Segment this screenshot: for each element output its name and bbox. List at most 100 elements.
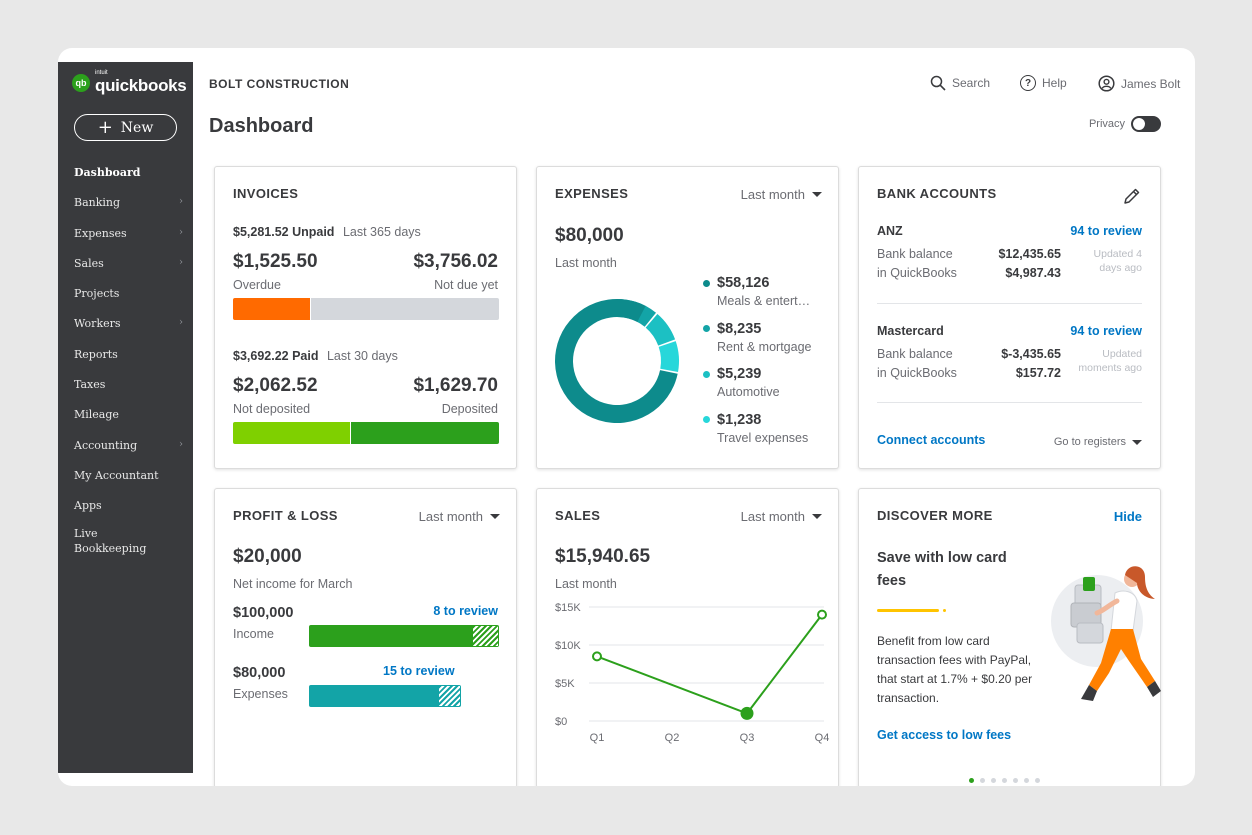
pencil-icon[interactable] [1122, 186, 1142, 206]
x-tick-label: Q4 [815, 732, 830, 744]
overdue-label: Overdue [233, 278, 281, 292]
sidebar-item-live-bookkeeping[interactable]: Live Bookkeeping [58, 526, 193, 562]
sidebar-item-label: Mileage [74, 408, 119, 422]
income-review-link[interactable]: 8 to review [433, 604, 498, 618]
carousel-dots[interactable] [969, 778, 1040, 783]
sales-data-point[interactable] [817, 609, 827, 620]
expense-legend-item[interactable]: $1,238 Travel expenses [703, 412, 808, 445]
user-menu[interactable]: James Bolt [1098, 75, 1180, 92]
paid-bar[interactable] [233, 422, 499, 444]
account-name: Mastercard [877, 324, 944, 338]
not-deposited-segment[interactable] [233, 422, 351, 444]
go-to-registers-dropdown[interactable]: Go to registers [1054, 436, 1142, 448]
expense-category: Travel expenses [717, 430, 809, 445]
help-label: Help [1042, 76, 1067, 90]
expense-amount: $58,126 [717, 275, 770, 291]
income-label: Income [233, 627, 274, 641]
expense-amount: $8,235 [717, 320, 762, 337]
income-bar[interactable] [309, 625, 499, 647]
expenses-review-link[interactable]: 15 to review [383, 664, 455, 678]
net-income-label: Net income for March [233, 577, 353, 591]
income-unreviewed-segment[interactable] [472, 625, 499, 647]
profit-loss-period-dropdown[interactable]: Last month [419, 509, 500, 524]
new-button[interactable]: + New [74, 114, 177, 141]
sidebar-item-my-accountant[interactable]: My Accountant [58, 465, 193, 495]
expense-legend-item[interactable]: $58,126 Meals & entert… [703, 275, 810, 308]
y-tick-label: $5K [555, 678, 575, 690]
bank-balance-label: Bank balance [877, 247, 953, 261]
unpaid-bar[interactable] [233, 298, 499, 320]
quickbooks-logo[interactable]: qb intuit quickbooks [72, 70, 187, 96]
chevron-down-icon [490, 514, 500, 519]
sales-data-point[interactable] [592, 651, 602, 662]
expenses-period-dropdown[interactable]: Last month [741, 187, 822, 202]
carousel-dot[interactable] [980, 778, 985, 783]
hide-link[interactable]: Hide [1113, 509, 1142, 524]
sales-data-point[interactable] [740, 706, 754, 720]
sidebar-item-apps[interactable]: Apps [58, 495, 193, 525]
y-tick-label: $10K [555, 640, 581, 652]
sidebar-item-sales[interactable]: Sales › [58, 253, 193, 283]
review-link[interactable]: 94 to review [1070, 224, 1142, 238]
expense-legend-item[interactable]: $8,235 Rent & mortgage [703, 321, 812, 354]
sidebar-item-label: Projects [74, 287, 120, 301]
qb-balance-value: $157.72 [1015, 366, 1061, 380]
chevron-down-icon [812, 192, 822, 197]
sidebar-item-label: Sales [74, 256, 104, 270]
help-button[interactable]: ? Help [1020, 75, 1067, 91]
income-reviewed-segment[interactable] [309, 625, 473, 647]
sales-line-chart[interactable]: $0 $5K $10K $15K Q1 Q2 Q3 Q4 [537, 599, 840, 759]
carousel-dot[interactable] [1024, 778, 1029, 783]
sidebar-item-projects[interactable]: Projects [58, 283, 193, 313]
qb-balance-label: in QuickBooks [877, 266, 957, 280]
sidebar-item-expenses[interactable]: Expenses › [58, 223, 193, 253]
app-window: qb intuit quickbooks + New Dashboard Bank… [58, 48, 1195, 786]
review-link[interactable]: 94 to review [1070, 324, 1142, 338]
pl-expenses-bar[interactable] [309, 685, 461, 707]
travel-segment[interactable] [658, 341, 679, 372]
page-title: Dashboard [209, 115, 314, 137]
pl-expenses-label: Expenses [233, 687, 288, 701]
sidebar-item-reports[interactable]: Reports [58, 344, 193, 374]
expense-legend-item[interactable]: $5,239 Automotive [703, 366, 780, 399]
not-due-segment[interactable] [310, 298, 499, 320]
account-name: ANZ [877, 224, 903, 238]
expenses-donut-chart[interactable] [553, 297, 681, 425]
sidebar-item-workers[interactable]: Workers › [58, 313, 193, 343]
sidebar-item-banking[interactable]: Banking › [58, 192, 193, 222]
expenses-reviewed-segment[interactable] [309, 685, 439, 707]
sidebar-item-taxes[interactable]: Taxes [58, 374, 193, 404]
privacy-label: Privacy [1088, 118, 1125, 130]
carousel-dot[interactable] [991, 778, 996, 783]
updated-text: Updated moments ago [1078, 348, 1142, 374]
privacy-toggle[interactable] [1131, 116, 1161, 132]
deposited-segment[interactable] [350, 422, 499, 444]
get-access-link[interactable]: Get access to low fees [877, 728, 1012, 742]
chevron-right-icon: › [179, 438, 183, 450]
bank-accounts-card: BANK ACCOUNTS ANZ 94 to review Bank balanc… [858, 166, 1161, 469]
sidebar-item-label: Banking [74, 196, 121, 210]
sidebar-item-accounting[interactable]: Accounting › [58, 435, 193, 465]
search-button[interactable]: Search [930, 75, 990, 91]
overdue-segment[interactable] [233, 298, 311, 320]
invoices-paid-amount: $3,692.22 Paid [233, 349, 319, 363]
sales-period-dropdown[interactable]: Last month [741, 509, 822, 524]
discover-more-card: DISCOVER MORE Hide Save with low card fe… [858, 488, 1161, 786]
carousel-dot[interactable] [1035, 778, 1040, 783]
expenses-unreviewed-segment[interactable] [438, 685, 461, 707]
legend-dot-icon [703, 279, 710, 287]
automotive-segment[interactable] [645, 313, 676, 346]
sidebar-item-label: Taxes [74, 378, 106, 392]
carousel-dot[interactable] [1013, 778, 1018, 783]
privacy-control: Privacy [1089, 116, 1161, 132]
chevron-right-icon: › [179, 256, 183, 268]
sidebar-item-dashboard[interactable]: Dashboard [58, 162, 193, 192]
sidebar-item-label: Accounting [74, 438, 138, 452]
chevron-right-icon: › [179, 196, 183, 208]
qb-balance-value: $4,987.43 [1005, 266, 1061, 280]
carousel-dot[interactable] [969, 778, 974, 783]
sidebar-item-mileage[interactable]: Mileage [58, 404, 193, 434]
meals-segment[interactable] [555, 299, 678, 423]
connect-accounts-link[interactable]: Connect accounts [877, 433, 986, 447]
carousel-dot[interactable] [1002, 778, 1007, 783]
